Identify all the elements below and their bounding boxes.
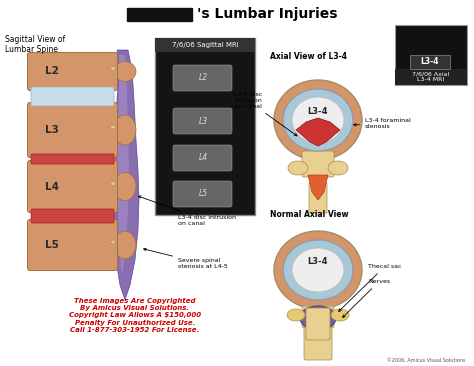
Text: Thecal sac: Thecal sac — [338, 264, 401, 311]
Ellipse shape — [283, 89, 353, 151]
Text: ©2006, Amicus Visual Solutions: ©2006, Amicus Visual Solutions — [387, 358, 465, 362]
FancyBboxPatch shape — [31, 154, 114, 164]
Text: Sagittal View of
Lumbar Spine: Sagittal View of Lumbar Spine — [5, 35, 65, 55]
Ellipse shape — [300, 306, 336, 330]
Ellipse shape — [274, 80, 362, 160]
Ellipse shape — [288, 161, 308, 175]
Text: L3-4: L3-4 — [308, 258, 328, 266]
Bar — [395, 69, 467, 85]
Ellipse shape — [114, 172, 136, 201]
Text: L3: L3 — [45, 125, 59, 135]
Bar — [155, 38, 255, 215]
Ellipse shape — [110, 240, 116, 244]
Text: L3-4: L3-4 — [421, 57, 439, 67]
Polygon shape — [308, 175, 328, 200]
FancyBboxPatch shape — [302, 306, 334, 328]
FancyBboxPatch shape — [27, 220, 118, 270]
Ellipse shape — [274, 231, 362, 309]
FancyBboxPatch shape — [173, 65, 232, 91]
FancyBboxPatch shape — [31, 87, 114, 106]
Ellipse shape — [114, 231, 136, 259]
Ellipse shape — [114, 61, 136, 81]
Ellipse shape — [331, 309, 349, 321]
Polygon shape — [296, 118, 340, 146]
Text: L4: L4 — [199, 153, 208, 163]
FancyBboxPatch shape — [173, 145, 232, 171]
Ellipse shape — [292, 97, 344, 143]
Ellipse shape — [283, 240, 353, 300]
Ellipse shape — [110, 67, 116, 71]
Text: L3-4 disc intrusion
on canal: L3-4 disc intrusion on canal — [138, 196, 236, 226]
Text: 7/6/06 Axial
L3-4 MRI: 7/6/06 Axial L3-4 MRI — [412, 72, 450, 82]
Bar — [155, 38, 255, 52]
FancyBboxPatch shape — [304, 326, 332, 360]
FancyBboxPatch shape — [302, 151, 334, 177]
Text: 7/6/06 Sagittal MRI: 7/6/06 Sagittal MRI — [172, 42, 238, 48]
Text: 's Lumbar Injuries: 's Lumbar Injuries — [197, 7, 337, 21]
Ellipse shape — [292, 248, 344, 292]
Polygon shape — [117, 55, 129, 275]
FancyBboxPatch shape — [31, 209, 114, 223]
Text: These Images Are Copyrighted
By Amicus Visual Solutions.
Copyright Law Allows A : These Images Are Copyrighted By Amicus V… — [69, 298, 201, 333]
FancyBboxPatch shape — [27, 102, 118, 157]
Ellipse shape — [114, 115, 136, 145]
Text: L3: L3 — [199, 116, 208, 126]
Text: Normal Axial View: Normal Axial View — [270, 210, 348, 219]
Text: L2: L2 — [199, 74, 208, 82]
Bar — [127, 8, 192, 21]
FancyBboxPatch shape — [306, 308, 330, 340]
FancyBboxPatch shape — [173, 108, 232, 134]
Bar — [410, 55, 450, 69]
Ellipse shape — [110, 125, 116, 129]
Text: L4: L4 — [45, 182, 59, 191]
Bar — [395, 25, 467, 85]
Text: Axial View of L3-4: Axial View of L3-4 — [270, 52, 347, 61]
FancyBboxPatch shape — [309, 183, 327, 213]
Ellipse shape — [287, 309, 305, 321]
Text: L2: L2 — [45, 67, 59, 76]
Ellipse shape — [110, 182, 116, 186]
Text: L3-4 disc
intrusion
on canal: L3-4 disc intrusion on canal — [234, 92, 297, 136]
FancyBboxPatch shape — [173, 181, 232, 207]
Text: L3-4 foraminal
stenosis: L3-4 foraminal stenosis — [354, 118, 411, 129]
Text: Severe spinal
stenosis at L4-5: Severe spinal stenosis at L4-5 — [144, 248, 228, 269]
FancyBboxPatch shape — [27, 52, 118, 90]
Ellipse shape — [328, 161, 348, 175]
Text: Nerves: Nerves — [343, 279, 390, 317]
Text: L3-4: L3-4 — [308, 108, 328, 116]
Text: L5: L5 — [45, 240, 59, 250]
Text: L5: L5 — [199, 190, 208, 198]
Polygon shape — [113, 50, 139, 300]
FancyBboxPatch shape — [27, 161, 118, 213]
